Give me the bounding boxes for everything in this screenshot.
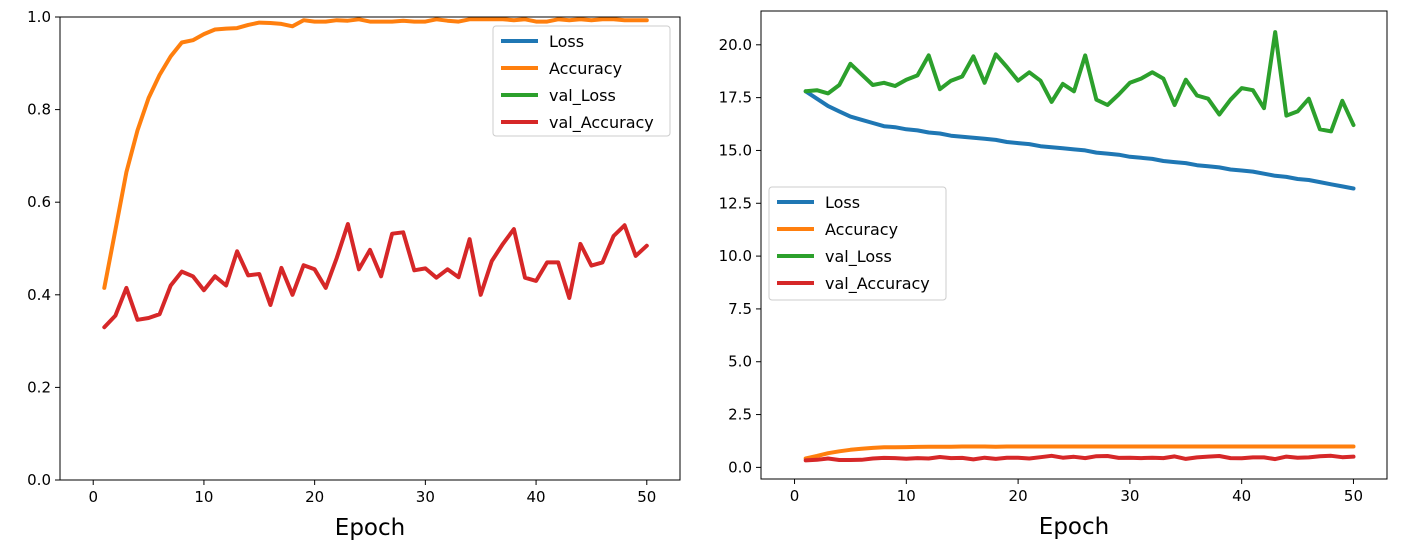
x-axis-label: Epoch — [335, 515, 405, 541]
legend-label: Loss — [549, 32, 584, 51]
legend: Loss Accuracy val_Loss val_Accuracy — [768, 186, 947, 301]
legend-label: val_Accuracy — [825, 274, 930, 294]
y-tick-label: 0.4 — [27, 286, 51, 304]
x-tick-label: 20 — [305, 488, 324, 506]
y-tick-label: 10.0 — [719, 247, 752, 265]
legend: Loss Accuracy val_Loss val_Accuracy — [492, 25, 671, 137]
y-tick-label: 2.5 — [728, 406, 752, 424]
legend-box — [768, 186, 947, 301]
y-tick-label: 17.5 — [719, 89, 752, 107]
x-tick-label: 50 — [1344, 487, 1363, 505]
series-line-loss — [803, 89, 1356, 191]
y-tick-label: 0.0 — [27, 471, 51, 489]
y-tick-label: 15.0 — [719, 141, 752, 159]
x-tick-label: 10 — [897, 487, 916, 505]
y-tick-label: 1.0 — [27, 8, 51, 26]
legend-label: Loss — [825, 193, 860, 212]
series-line-val-accuracy — [803, 453, 1356, 463]
x-tick-label: 40 — [1232, 487, 1251, 505]
x-tick-label: 50 — [637, 488, 656, 506]
y-tick-label: 0.2 — [27, 378, 51, 396]
x-tick-label: 30 — [1120, 487, 1139, 505]
x-tick-label: 40 — [527, 488, 546, 506]
series-line-val-loss — [803, 30, 1356, 134]
legend-label: Accuracy — [825, 220, 898, 239]
y-tick-label: 0.0 — [728, 458, 752, 476]
loss-chart-panel: 0 10 20 30 40 50 0.0 2.5 5.0 7.5 10.0 12.5 15.0 17.5 2… — [719, 10, 1388, 540]
series-line-accuracy — [102, 17, 649, 290]
accuracy-chart-panel: 0 10 20 30 40 50 0.0 0.2 0.4 0.6 0.8 1.0 Epoch Loss Ac… — [27, 8, 681, 541]
legend-label: val_Loss — [549, 86, 616, 106]
x-tick-label: 20 — [1009, 487, 1028, 505]
legend-label: val_Loss — [825, 247, 892, 267]
x-axis-label: Epoch — [1039, 514, 1109, 540]
series-line-accuracy — [803, 444, 1356, 461]
y-tick-label: 20.0 — [719, 36, 752, 54]
y-tick-label: 12.5 — [719, 194, 752, 212]
legend-label: val_Accuracy — [549, 113, 654, 133]
x-tick-label: 10 — [194, 488, 213, 506]
y-tick-label: 5.0 — [728, 353, 752, 371]
x-tick-label: 0 — [790, 487, 800, 505]
series-line-val-accuracy — [102, 222, 649, 330]
y-tick-label: 0.8 — [27, 101, 51, 119]
x-tick-label: 30 — [416, 488, 435, 506]
legend-label: Accuracy — [549, 59, 622, 78]
axes-frame — [760, 10, 1388, 480]
y-tick-label: 7.5 — [728, 300, 752, 318]
axes-frame — [59, 16, 681, 481]
legend-box — [492, 25, 671, 137]
x-tick-label: 0 — [88, 488, 98, 506]
y-tick-label: 0.6 — [27, 193, 51, 211]
